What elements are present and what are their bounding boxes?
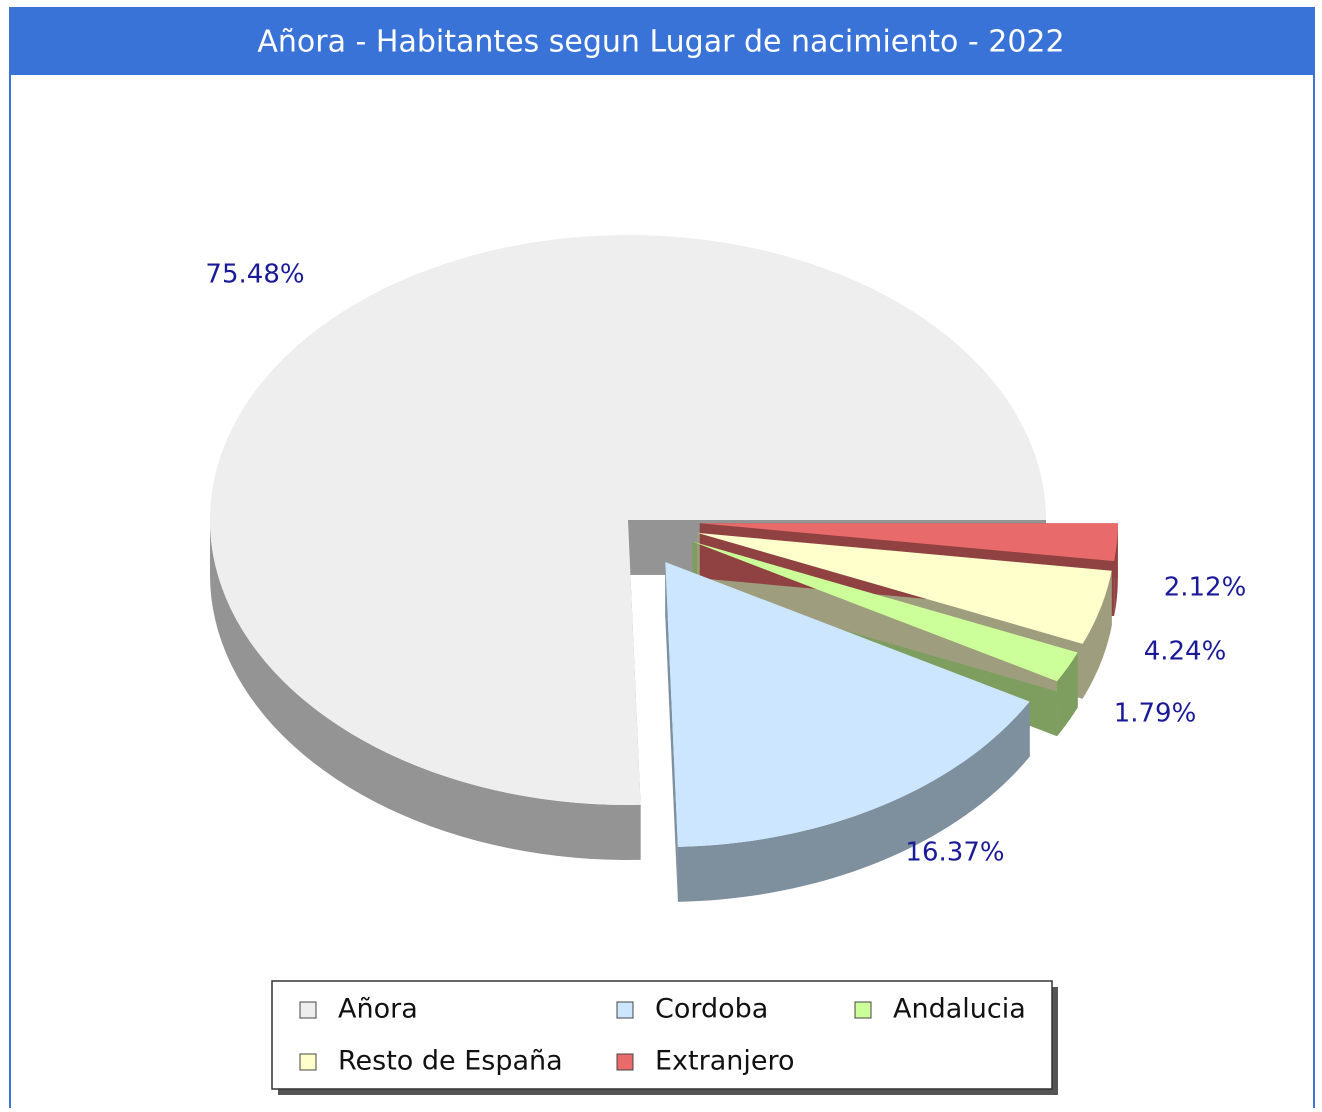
slice-wall [1057, 652, 1078, 737]
slice-wall [677, 701, 1030, 902]
slice-side [665, 561, 678, 902]
pie-labels: 75.48% 16.37% 1.79% 4.24% 2.12% [205, 260, 1246, 868]
slice [665, 561, 1030, 847]
legend-label: Cordoba [655, 994, 768, 1025]
legend-swatch [616, 1053, 634, 1071]
legend-label: Extranjero [655, 1046, 795, 1077]
slice-wall [1114, 523, 1118, 617]
legend-swatch [616, 1001, 634, 1019]
legend-swatch [299, 1001, 317, 1019]
legend-label: Resto de España [338, 1046, 563, 1077]
legend-label: Andalucia [893, 994, 1026, 1025]
legend-swatch [299, 1053, 317, 1071]
data-label: 16.37% [905, 838, 1004, 868]
legend: Añora Cordoba Andalucia Resto de España Extr… [299, 994, 1026, 1077]
slice [209, 235, 1046, 805]
slice-wall [1082, 570, 1112, 699]
legend-label: Añora [338, 994, 418, 1025]
pie-tops [209, 235, 1118, 847]
data-label: 4.24% [1144, 637, 1227, 667]
slice [692, 541, 1078, 682]
data-label: 2.12% [1164, 573, 1247, 603]
legend-box [271, 980, 1053, 1090]
legend-swatch [854, 1001, 872, 1019]
data-label: 75.48% [205, 260, 304, 290]
slice [697, 532, 1112, 644]
chart-title: Añora - Habitantes segun Lugar de nacimi… [257, 25, 1064, 60]
slice-wall [210, 520, 641, 860]
data-label: 1.79% [1114, 699, 1197, 729]
slice [699, 523, 1118, 562]
title-bar [10, 8, 1314, 75]
